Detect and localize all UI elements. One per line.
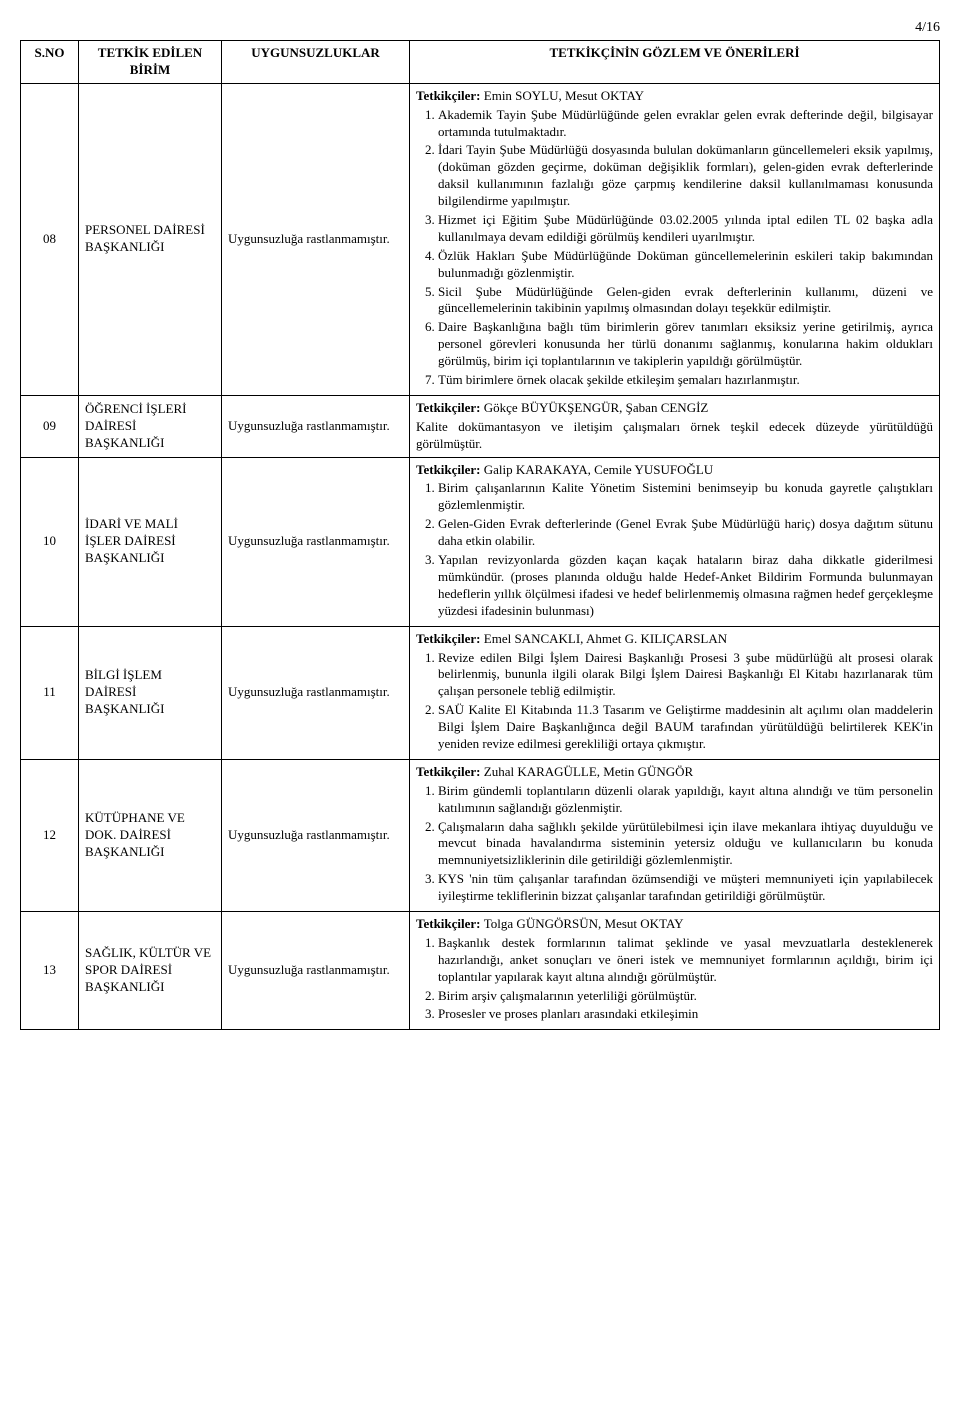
table-row: 13SAĞLIK, KÜLTÜR VE SPOR DAİRESİ BAŞKANL… xyxy=(21,911,940,1029)
observation-item: Prosesler ve proses planları arasındaki … xyxy=(438,1006,933,1023)
cell-uygunsuzluklar: Uygunsuzluğa rastlanmamıştır. xyxy=(222,83,410,395)
cell-sno: 09 xyxy=(21,395,79,457)
cell-birim: İDARİ VE MALİ İŞLER DAİRESİ BAŞKANLIĞI xyxy=(79,457,222,626)
observation-list: Başkanlık destek formlarının talimat şek… xyxy=(416,935,933,1023)
tetkikciler-label: Tetkikçiler: xyxy=(416,764,484,779)
observation-list: Akademik Tayin Şube Müdürlüğünde gelen e… xyxy=(416,107,933,389)
table-row: 11BİLGİ İŞLEM DAİRESİ BAŞKANLIĞIUygunsuz… xyxy=(21,626,940,759)
cell-gozlem: Tetkikçiler: Galip KARAKAYA, Cemile YUSU… xyxy=(410,457,940,626)
cell-sno: 12 xyxy=(21,759,79,911)
observation-item: Özlük Hakları Şube Müdürlüğünde Doküman … xyxy=(438,248,933,282)
cell-sno: 10 xyxy=(21,457,79,626)
observation-item: Birim çalışanlarının Kalite Yönetim Sist… xyxy=(438,480,933,514)
tetkikciler-label: Tetkikçiler: xyxy=(416,462,484,477)
tetkikciler-names: Tolga GÜNGÖRSÜN, Mesut OKTAY xyxy=(484,916,684,931)
table-header-row: S.NO TETKİK EDİLEN BİRİM UYGUNSUZLUKLAR … xyxy=(21,41,940,84)
page-number: 4/16 xyxy=(20,20,940,36)
observation-item: Revize edilen Bilgi İşlem Dairesi Başkan… xyxy=(438,650,933,701)
table-row: 09ÖĞRENCİ İŞLERİ DAİRESİ BAŞKANLIĞIUygun… xyxy=(21,395,940,457)
cell-gozlem: Tetkikçiler: Emel SANCAKLI, Ahmet G. KIL… xyxy=(410,626,940,759)
table-body: 08PERSONEL DAİRESİ BAŞKANLIĞIUygunsuzluğ… xyxy=(21,83,940,1030)
observation-list: Birim çalışanlarının Kalite Yönetim Sist… xyxy=(416,480,933,619)
tetkikciler-line: Tetkikçiler: Tolga GÜNGÖRSÜN, Mesut OKTA… xyxy=(416,916,933,933)
observation-item: Çalışmaların daha sağlıklı şekilde yürüt… xyxy=(438,819,933,870)
cell-birim: ÖĞRENCİ İŞLERİ DAİRESİ BAŞKANLIĞI xyxy=(79,395,222,457)
tetkikciler-line: Tetkikçiler: Galip KARAKAYA, Cemile YUSU… xyxy=(416,462,933,479)
cell-uygunsuzluklar: Uygunsuzluğa rastlanmamıştır. xyxy=(222,457,410,626)
cell-sno: 08 xyxy=(21,83,79,395)
cell-sno: 11 xyxy=(21,626,79,759)
observation-item: Hizmet içi Eğitim Şube Müdürlüğünde 03.0… xyxy=(438,212,933,246)
tetkikciler-names: Galip KARAKAYA, Cemile YUSUFOĞLU xyxy=(484,462,713,477)
observation-list: Revize edilen Bilgi İşlem Dairesi Başkan… xyxy=(416,650,933,753)
table-row: 10İDARİ VE MALİ İŞLER DAİRESİ BAŞKANLIĞI… xyxy=(21,457,940,626)
tetkikciler-names: Emel SANCAKLI, Ahmet G. KILIÇARSLAN xyxy=(484,631,727,646)
cell-birim: SAĞLIK, KÜLTÜR VE SPOR DAİRESİ BAŞKANLIĞ… xyxy=(79,911,222,1029)
tetkikciler-line: Tetkikçiler: Zuhal KARAGÜLLE, Metin GÜNG… xyxy=(416,764,933,781)
tetkikciler-label: Tetkikçiler: xyxy=(416,88,484,103)
tetkikciler-label: Tetkikçiler: xyxy=(416,400,484,415)
observation-item: Birim arşiv çalışmalarının yeterliliği g… xyxy=(438,988,933,1005)
page-container: 4/16 S.NO TETKİK EDİLEN BİRİM UYGUNSUZLU… xyxy=(20,20,940,1030)
cell-uygunsuzluklar: Uygunsuzluğa rastlanmamıştır. xyxy=(222,395,410,457)
observation-item: Akademik Tayin Şube Müdürlüğünde gelen e… xyxy=(438,107,933,141)
header-sno: S.NO xyxy=(21,41,79,84)
observation-item: İdari Tayin Şube Müdürlüğü dosyasında bu… xyxy=(438,142,933,210)
tetkikciler-line: Tetkikçiler: Emin SOYLU, Mesut OKTAY xyxy=(416,88,933,105)
cell-birim: KÜTÜPHANE VE DOK. DAİRESİ BAŞKANLIĞI xyxy=(79,759,222,911)
observation-item: Başkanlık destek formlarının talimat şek… xyxy=(438,935,933,986)
cell-gozlem: Tetkikçiler: Zuhal KARAGÜLLE, Metin GÜNG… xyxy=(410,759,940,911)
header-birim: TETKİK EDİLEN BİRİM xyxy=(79,41,222,84)
tetkikciler-label: Tetkikçiler: xyxy=(416,916,484,931)
cell-birim: BİLGİ İŞLEM DAİRESİ BAŞKANLIĞI xyxy=(79,626,222,759)
observation-item: Gelen-Giden Evrak defterlerinde (Genel E… xyxy=(438,516,933,550)
cell-uygunsuzluklar: Uygunsuzluğa rastlanmamıştır. xyxy=(222,759,410,911)
cell-uygunsuzluklar: Uygunsuzluğa rastlanmamıştır. xyxy=(222,911,410,1029)
observation-item: KYS 'nin tüm çalışanlar tarafından özüms… xyxy=(438,871,933,905)
observation-list: Birim gündemli toplantıların düzenli ola… xyxy=(416,783,933,905)
tetkikciler-names: Gökçe BÜYÜKŞENGÜR, Şaban CENGİZ xyxy=(484,400,709,415)
audit-table: S.NO TETKİK EDİLEN BİRİM UYGUNSUZLUKLAR … xyxy=(20,40,940,1030)
cell-gozlem: Tetkikçiler: Gökçe BÜYÜKŞENGÜR, Şaban CE… xyxy=(410,395,940,457)
observation-item: Daire Başkanlığına bağlı tüm birimlerin … xyxy=(438,319,933,370)
cell-uygunsuzluklar: Uygunsuzluğa rastlanmamıştır. xyxy=(222,626,410,759)
table-row: 12KÜTÜPHANE VE DOK. DAİRESİ BAŞKANLIĞIUy… xyxy=(21,759,940,911)
observation-item: Yapılan revizyonlarda gözden kaçan kaçak… xyxy=(438,552,933,620)
header-gozlem: TETKİKÇİNİN GÖZLEM VE ÖNERİLERİ xyxy=(410,41,940,84)
tetkikciler-names: Zuhal KARAGÜLLE, Metin GÜNGÖR xyxy=(484,764,693,779)
cell-birim: PERSONEL DAİRESİ BAŞKANLIĞI xyxy=(79,83,222,395)
observation-paragraph: Kalite dokümantasyon ve iletişim çalışma… xyxy=(416,419,933,453)
cell-gozlem: Tetkikçiler: Tolga GÜNGÖRSÜN, Mesut OKTA… xyxy=(410,911,940,1029)
observation-item: Birim gündemli toplantıların düzenli ola… xyxy=(438,783,933,817)
cell-sno: 13 xyxy=(21,911,79,1029)
observation-item: Tüm birimlere örnek olacak şekilde etkil… xyxy=(438,372,933,389)
tetkikciler-line: Tetkikçiler: Emel SANCAKLI, Ahmet G. KIL… xyxy=(416,631,933,648)
table-row: 08PERSONEL DAİRESİ BAŞKANLIĞIUygunsuzluğ… xyxy=(21,83,940,395)
cell-gozlem: Tetkikçiler: Emin SOYLU, Mesut OKTAY Akad… xyxy=(410,83,940,395)
observation-item: Sicil Şube Müdürlüğünde Gelen-giden evra… xyxy=(438,284,933,318)
observation-item: SAÜ Kalite El Kitabında 11.3 Tasarım ve … xyxy=(438,702,933,753)
tetkikciler-label: Tetkikçiler: xyxy=(416,631,484,646)
tetkikciler-line: Tetkikçiler: Gökçe BÜYÜKŞENGÜR, Şaban CE… xyxy=(416,400,933,417)
header-uygunsuzluklar: UYGUNSUZLUKLAR xyxy=(222,41,410,84)
tetkikciler-names: Emin SOYLU, Mesut OKTAY xyxy=(484,88,644,103)
